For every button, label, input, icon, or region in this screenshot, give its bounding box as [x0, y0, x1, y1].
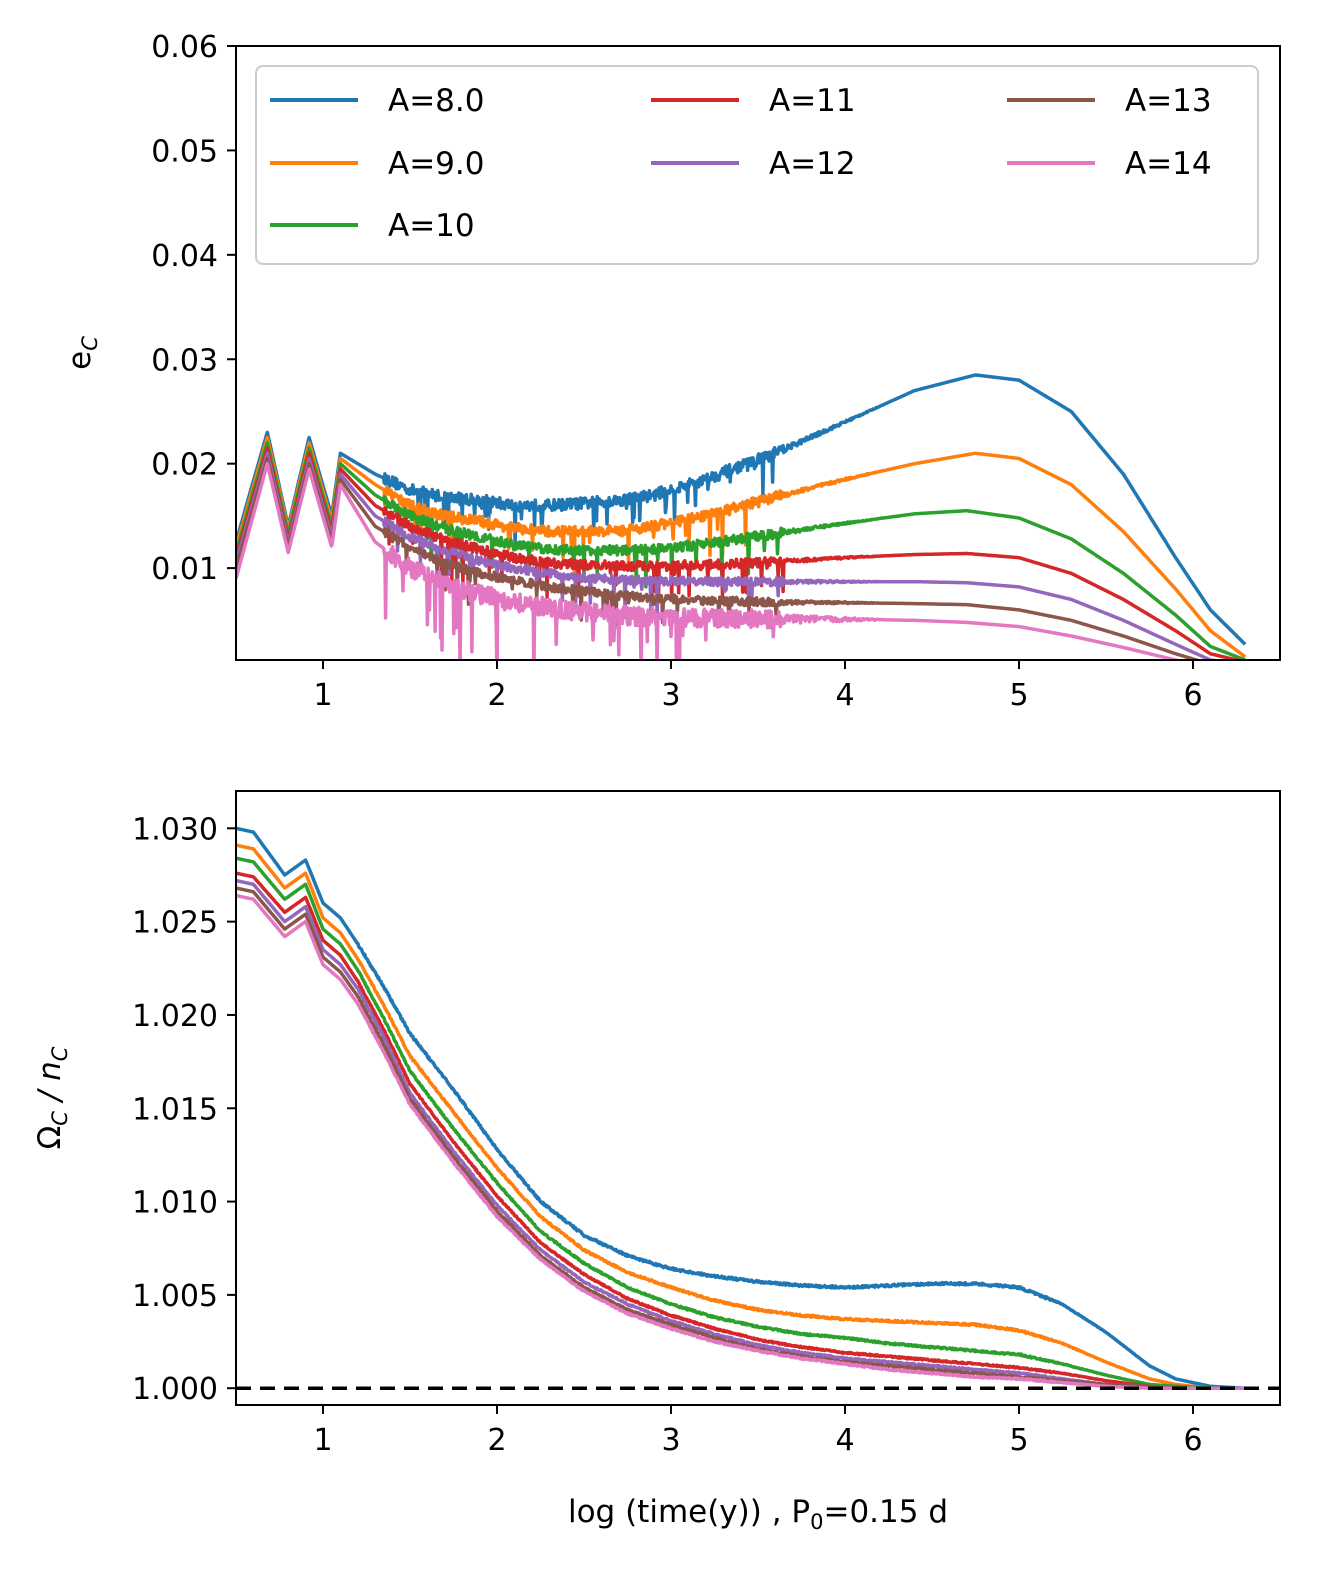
legend-label: A=11	[769, 83, 856, 119]
top-series-line-a-9-0	[236, 435, 1247, 659]
legend-items: A=8.0 A=9.0 A=10 A=11 A=12 A=13 A=14	[270, 83, 1212, 244]
x-tick-label: 6	[1183, 1423, 1202, 1458]
y-tick-label: 0.03	[151, 343, 218, 378]
top-series-line-a-13	[236, 456, 1203, 660]
y-tick-label: 1.025	[132, 906, 218, 941]
top-axes-frame	[235, 45, 1281, 661]
x-tick-label: 3	[661, 678, 680, 713]
x-tick-label: 3	[661, 1423, 680, 1458]
top-series-line-a-8-0	[236, 373, 1247, 646]
y-tick-label: 0.02	[151, 448, 218, 483]
top-y-ticks: 0.01 0.02 0.03 0.04 0.05 0.06	[151, 30, 236, 587]
legend-label: A=13	[1125, 83, 1212, 119]
legend-label: A=14	[1125, 146, 1212, 182]
x-tick-label: 2	[487, 1423, 506, 1458]
bottom-y-axis-label-slash: / n	[32, 1061, 68, 1111]
x-tick-label: 5	[1009, 1423, 1028, 1458]
bottom-y-axis-label: ΩC / nC	[32, 1046, 72, 1149]
bottom-series-line-a-8-0	[236, 826, 1247, 1390]
top-series-group	[236, 373, 1247, 660]
y-tick-label: 0.05	[151, 134, 218, 169]
top-y-axis-label-main: e	[62, 351, 98, 370]
bottom-x-axis-label-tail: =0.15 d	[823, 1494, 948, 1530]
top-x-ticks: 1 2 3 4 5 6	[313, 660, 1203, 713]
top-series-line-a-14	[236, 461, 1185, 660]
bottom-series-group	[236, 826, 1247, 1390]
bottom-x-axis-label-main: log (time(y)) , P	[568, 1494, 810, 1530]
y-tick-label: 1.005	[132, 1279, 218, 1314]
bottom-series-line-a-9-0	[236, 843, 1247, 1390]
bottom-x-axis-label: log (time(y)) , P0=0.15 d	[568, 1494, 948, 1534]
y-tick-label: 1.015	[132, 1092, 218, 1127]
bottom-series-line-a-14	[236, 893, 1247, 1390]
bottom-y-axis-label-omega-sub: C	[48, 1111, 72, 1126]
legend-label: A=9.0	[388, 146, 484, 182]
x-tick-label: 4	[835, 678, 854, 713]
y-tick-label: 1.020	[132, 999, 218, 1034]
bottom-plot-area	[236, 791, 1280, 1405]
y-tick-label: 0.01	[151, 552, 218, 587]
x-tick-label: 2	[487, 678, 506, 713]
y-tick-label: 1.010	[132, 1186, 218, 1221]
y-tick-label: 0.04	[151, 239, 218, 274]
y-tick-label: 1.000	[132, 1372, 218, 1407]
y-tick-label: 1.030	[132, 812, 218, 847]
legend: A=8.0 A=9.0 A=10 A=11 A=12 A=13 A=14	[255, 65, 1259, 265]
bottom-axes-frame	[235, 790, 1281, 1406]
legend-label: A=10	[388, 208, 475, 244]
x-tick-label: 1	[313, 1423, 332, 1458]
top-series-line-a-10	[236, 441, 1247, 660]
bottom-x-ticks: 1 2 3 4 5 6	[313, 1405, 1203, 1458]
x-tick-label: 4	[835, 1423, 854, 1458]
top-y-axis-label-sub: C	[78, 336, 102, 351]
bottom-y-axis-label-n-sub: C	[48, 1046, 72, 1061]
x-tick-label: 5	[1009, 678, 1028, 713]
legend-frame	[255, 65, 1259, 265]
bottom-x-axis-label-sub: 0	[810, 1510, 823, 1534]
x-tick-label: 1	[313, 678, 332, 713]
top-y-axis-label: eC	[62, 336, 102, 370]
bottom-y-ticks: 1.000 1.005 1.010 1.015 1.020 1.025 1.030	[132, 812, 236, 1407]
bottom-series-line-a-11	[236, 871, 1247, 1390]
x-tick-label: 6	[1183, 678, 1202, 713]
top-series-line-a-12	[236, 451, 1225, 660]
top-panel: 1 2 3 4 5 6 0.01 0.02 0.03 0.04 0.05 0.06 eC A=8.0…	[62, 30, 1281, 713]
bottom-y-axis-label-omega: Ω	[32, 1126, 68, 1150]
y-tick-label: 0.06	[151, 30, 218, 65]
top-series-line-a-11	[236, 446, 1244, 660]
legend-label: A=12	[769, 146, 856, 182]
bottom-series-line-a-10	[236, 856, 1247, 1390]
legend-label: A=8.0	[388, 83, 484, 119]
